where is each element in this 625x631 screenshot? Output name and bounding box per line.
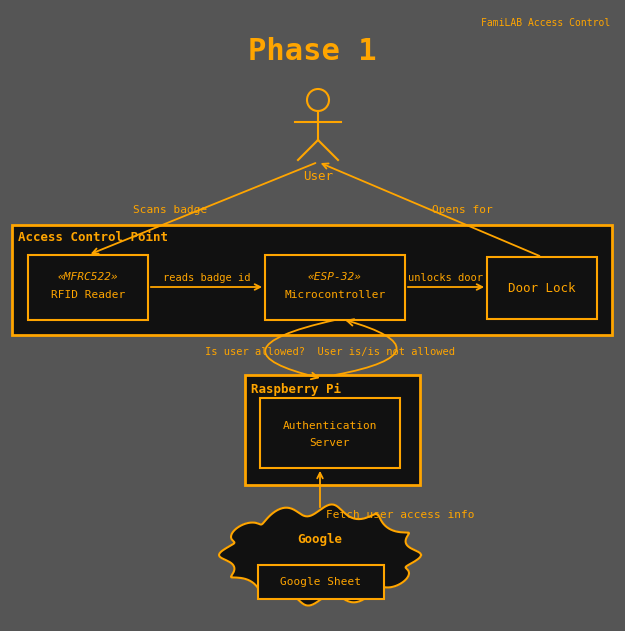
Text: User: User <box>303 170 333 183</box>
Text: RFID Reader: RFID Reader <box>51 290 125 300</box>
Text: Authentication: Authentication <box>282 421 378 431</box>
Text: reads badge id: reads badge id <box>163 273 251 283</box>
FancyBboxPatch shape <box>28 255 148 320</box>
FancyBboxPatch shape <box>245 375 420 485</box>
Text: Google: Google <box>298 533 343 546</box>
FancyBboxPatch shape <box>258 565 384 599</box>
Text: Phase 1: Phase 1 <box>248 37 376 66</box>
Text: Scans badge: Scans badge <box>133 205 207 215</box>
Text: Door Lock: Door Lock <box>508 281 576 295</box>
FancyBboxPatch shape <box>265 255 405 320</box>
FancyBboxPatch shape <box>260 398 400 468</box>
Text: Access Control Point: Access Control Point <box>18 231 168 244</box>
FancyBboxPatch shape <box>12 225 612 335</box>
Text: unlocks door: unlocks door <box>409 273 484 283</box>
Text: FamiLAB Access Control: FamiLAB Access Control <box>481 18 610 28</box>
FancyArrowPatch shape <box>265 320 335 379</box>
Text: Raspberry Pi: Raspberry Pi <box>251 383 341 396</box>
FancyArrowPatch shape <box>335 319 397 375</box>
Text: «MFRC522»: «MFRC522» <box>58 272 118 282</box>
Polygon shape <box>219 504 421 606</box>
FancyBboxPatch shape <box>487 257 597 319</box>
Text: Microcontroller: Microcontroller <box>284 290 386 300</box>
Text: «ESP-32»: «ESP-32» <box>308 272 362 282</box>
Text: Is user allowed?  User is/is not allowed: Is user allowed? User is/is not allowed <box>205 347 455 357</box>
Text: Opens for: Opens for <box>432 205 492 215</box>
Text: Fetch user access info: Fetch user access info <box>326 510 474 520</box>
Text: Server: Server <box>310 438 350 448</box>
Text: Google Sheet: Google Sheet <box>281 577 361 587</box>
